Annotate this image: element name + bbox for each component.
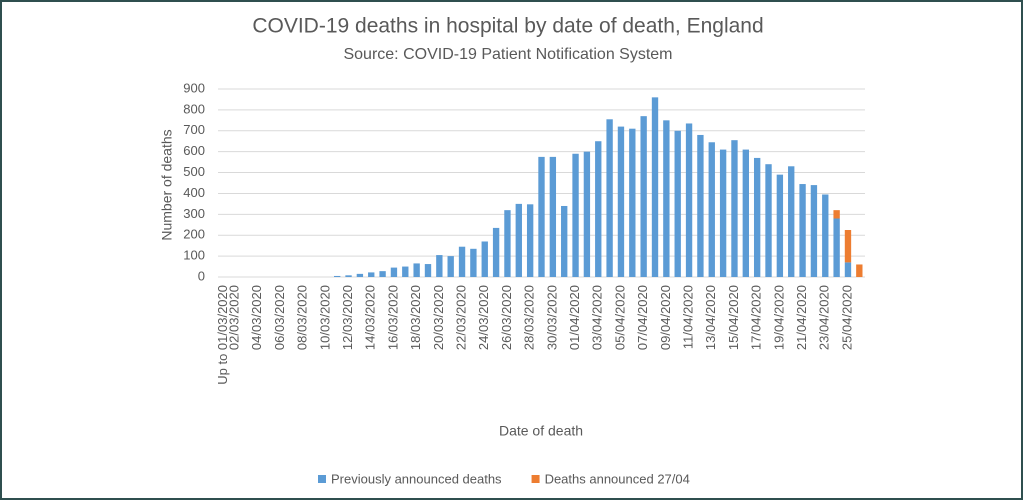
x-tick-label: 21/04/2020 — [794, 285, 809, 350]
y-tick-label: 800 — [183, 101, 205, 116]
bar — [334, 275, 341, 277]
bar — [413, 263, 420, 277]
legend-swatch — [531, 475, 540, 483]
bar — [481, 241, 488, 277]
bar — [651, 97, 659, 277]
x-tick-label: 15/04/2020 — [726, 285, 741, 350]
bar — [526, 204, 534, 277]
bar — [549, 156, 557, 277]
x-tick-label: 02/03/2020 — [226, 285, 241, 350]
x-tick-label: 25/04/2020 — [839, 285, 854, 350]
x-tick-label: 04/03/2020 — [249, 285, 264, 350]
x-tick-label: 30/03/2020 — [544, 285, 559, 350]
x-tick-label: 17/04/2020 — [749, 285, 764, 350]
bar — [458, 246, 466, 277]
bar — [844, 262, 852, 277]
bar — [572, 153, 579, 277]
x-tick-label: 19/04/2020 — [771, 285, 786, 350]
x-tick-label: 22/03/2020 — [453, 285, 468, 350]
bar — [515, 203, 522, 277]
x-tick-label: Up to 01/03/2020 — [215, 285, 230, 385]
x-tick-label: 26/03/2020 — [499, 285, 514, 350]
bar — [424, 264, 432, 277]
bar — [356, 273, 364, 277]
bar — [629, 128, 636, 277]
bar — [617, 126, 625, 277]
x-tick-label: 18/03/2020 — [408, 285, 423, 350]
bar — [345, 275, 352, 277]
x-tick-label: 24/03/2020 — [476, 285, 491, 350]
bar — [810, 185, 818, 277]
bar — [856, 264, 863, 277]
bar — [833, 218, 840, 277]
y-tick-label: 100 — [183, 248, 205, 263]
bar — [492, 227, 500, 277]
bar — [788, 166, 795, 277]
bar — [799, 184, 806, 277]
x-tick-label: 05/04/2020 — [612, 285, 627, 350]
bar — [731, 140, 738, 277]
bar — [504, 210, 511, 277]
bar — [674, 130, 681, 277]
bar — [390, 267, 398, 277]
bar — [402, 266, 409, 277]
y-tick-label: 0 — [198, 268, 205, 283]
bar — [561, 205, 568, 277]
bar — [663, 120, 670, 277]
x-tick-label: 28/03/2020 — [522, 285, 537, 350]
x-tick-label: 10/03/2020 — [317, 285, 332, 350]
legend-swatch — [318, 475, 326, 483]
y-tick-label: 700 — [183, 122, 205, 137]
x-tick-label: 14/03/2020 — [363, 285, 378, 350]
bar — [742, 149, 749, 277]
y-tick-label: 400 — [183, 185, 205, 200]
legend-label: Previously announced deaths — [331, 471, 502, 486]
bar — [470, 248, 477, 277]
bar — [708, 142, 715, 277]
bar — [697, 134, 704, 277]
bar — [844, 230, 852, 263]
y-tick-label: 600 — [183, 143, 205, 158]
x-tick-label: 06/03/2020 — [272, 285, 287, 350]
bar — [719, 149, 727, 277]
x-axis-title: Date of death — [499, 423, 583, 439]
y-tick-label: 900 — [183, 80, 205, 95]
bar — [753, 157, 761, 277]
x-tick-label: 01/04/2020 — [567, 285, 582, 350]
bar — [436, 255, 443, 277]
bar — [765, 164, 772, 277]
x-tick-label: 16/03/2020 — [385, 285, 400, 350]
x-tick-label: 09/04/2020 — [658, 285, 673, 350]
y-tick-label: 500 — [183, 164, 205, 179]
bar — [538, 156, 545, 277]
x-tick-label: 11/04/2020 — [680, 285, 695, 349]
legend-label: Deaths announced 27/04 — [545, 471, 690, 486]
bar — [822, 194, 829, 277]
chart-title: COVID-19 deaths in hospital by date of d… — [252, 15, 763, 38]
x-tick-label: 20/03/2020 — [431, 285, 446, 350]
bar — [685, 123, 693, 277]
bar — [379, 271, 386, 277]
bar — [583, 151, 591, 277]
x-tick-label: 03/04/2020 — [590, 285, 605, 350]
bar — [640, 116, 647, 278]
x-tick-label: 07/04/2020 — [635, 285, 650, 350]
bar — [595, 141, 602, 277]
y-tick-label: 300 — [183, 206, 205, 221]
bar — [368, 272, 375, 277]
chart-subtitle: Source: COVID-19 Patient Notification Sy… — [343, 46, 672, 63]
bar — [447, 256, 454, 277]
x-tick-label: 08/03/2020 — [295, 285, 310, 350]
x-tick-label: 12/03/2020 — [340, 285, 355, 350]
y-tick-label: 200 — [183, 227, 205, 242]
y-axis-title: Number of deaths — [159, 129, 175, 240]
bar — [776, 174, 784, 277]
x-tick-label: 23/04/2020 — [817, 285, 832, 350]
bar — [606, 119, 613, 278]
x-tick-label: 13/04/2020 — [703, 285, 718, 350]
bar — [833, 210, 840, 219]
